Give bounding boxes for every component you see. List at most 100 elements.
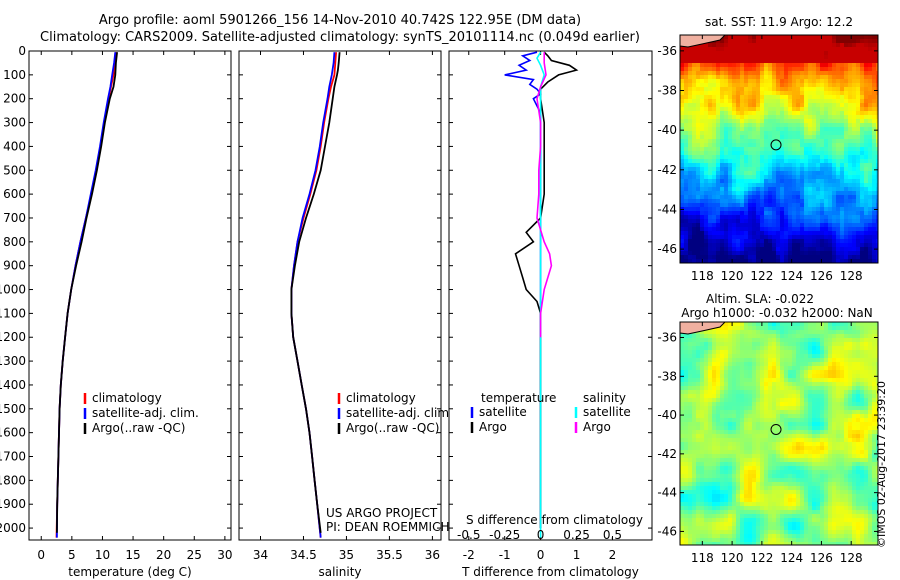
- sst-map-pixel: [768, 151, 772, 155]
- sla-map-pixel: [680, 442, 684, 446]
- sst-map-pixel: [864, 147, 868, 151]
- sst-map-pixel: [800, 139, 804, 143]
- sst-map-pixel: [824, 247, 828, 251]
- sst-map-pixel: [712, 59, 716, 63]
- sst-map-pixel: [816, 143, 820, 147]
- sla-map-pixel: [720, 346, 724, 350]
- sst-map-pixel: [708, 87, 712, 91]
- sla-map-pixel: [784, 382, 788, 386]
- sla-map-pixel: [720, 422, 724, 426]
- sst-map-pixel: [720, 215, 724, 219]
- sst-map-pixel: [828, 43, 832, 47]
- sla-map-pixel: [840, 466, 844, 470]
- sst-map-pixel: [808, 163, 812, 167]
- sst-map-pixel: [856, 227, 860, 231]
- sla-map-pixel: [820, 458, 824, 462]
- sst-map-pixel: [828, 115, 832, 119]
- sla-map-pixel: [836, 394, 840, 398]
- sla-map-pixel: [864, 334, 868, 338]
- sst-map-pixel: [792, 59, 796, 63]
- sst-map-pixel: [728, 75, 732, 79]
- sst-map-pixel: [780, 243, 784, 247]
- sst-map-pixel: [740, 119, 744, 123]
- sst-map-pixel: [852, 243, 856, 247]
- sst-map-pixel: [836, 39, 840, 43]
- sla-map-pixel: [852, 342, 856, 346]
- sst-map-pixel: [748, 219, 752, 223]
- sla-map-pixel: [792, 426, 796, 430]
- sla-map-pixel: [772, 462, 776, 466]
- sst-map-pixel: [800, 163, 804, 167]
- sst-map-pixel: [848, 259, 852, 263]
- sla-map-pixel: [700, 374, 704, 378]
- sst-map-pixel: [860, 71, 864, 75]
- sst-map-pixel: [840, 211, 844, 215]
- sla-map-pixel: [776, 462, 780, 466]
- sst-map-pixel: [856, 235, 860, 239]
- sst-map-pixel: [792, 111, 796, 115]
- sla-map-pixel: [744, 374, 748, 378]
- sla-map-pixel: [832, 458, 836, 462]
- sst-map-pixel: [816, 91, 820, 95]
- sst-map-pixel: [812, 167, 816, 171]
- sst-map-pixel: [756, 211, 760, 215]
- sst-map-pixel: [876, 239, 878, 243]
- sst-map-pixel: [804, 259, 808, 263]
- sla-map-pixel: [684, 426, 688, 430]
- sst-map-pixel: [700, 187, 704, 191]
- sst-map-pixel: [768, 147, 772, 151]
- sst-map-pixel: [732, 255, 736, 259]
- sst-map-pixel: [820, 235, 824, 239]
- sst-map-pixel: [732, 115, 736, 119]
- sst-map-pixel: [824, 135, 828, 139]
- sst-map-pixel: [852, 259, 856, 263]
- sst-map-pixel: [836, 75, 840, 79]
- sla-map-pixel: [700, 366, 704, 370]
- sla-map-pixel: [772, 378, 776, 382]
- sla-map-pixel: [752, 406, 756, 410]
- sst-map-pixel: [776, 79, 780, 83]
- sla-map-pixel: [688, 350, 692, 354]
- sla-map-pixel: [724, 370, 728, 374]
- sla-map-pixel: [760, 462, 764, 466]
- sla-map-pixel: [748, 382, 752, 386]
- sst-map-pixel: [856, 247, 860, 251]
- sst-map-pixel: [788, 79, 792, 83]
- salinity-xlabel: salinity: [318, 565, 361, 579]
- sst-map-pixel: [700, 91, 704, 95]
- sla-map-pixel: [740, 386, 744, 390]
- sla-map-pixel: [760, 442, 764, 446]
- sla-map-pixel: [708, 354, 712, 358]
- sst-map-pixel: [852, 179, 856, 183]
- sst-map-pixel: [844, 235, 848, 239]
- sst-map-pixel: [800, 95, 804, 99]
- sst-map-pixel: [816, 171, 820, 175]
- sst-map-pixel: [792, 95, 796, 99]
- sla-map-pixel: [760, 426, 764, 430]
- sst-map-pixel: [772, 111, 776, 115]
- sst-map-pixel: [820, 55, 824, 59]
- sst-map-pixel: [724, 203, 728, 207]
- sst-map-pixel: [728, 155, 732, 159]
- sst-map-pixel: [756, 235, 760, 239]
- sla-map-pixel: [736, 398, 740, 402]
- sla-map-pixel: [820, 402, 824, 406]
- sla-map-pixel: [720, 454, 724, 458]
- sst-map-pixel: [780, 67, 784, 71]
- sst-map-pixel: [680, 47, 684, 51]
- sst-map-pixel: [808, 191, 812, 195]
- sst-map-pixel: [864, 151, 868, 155]
- sst-map-pixel: [680, 235, 684, 239]
- sst-map-pixel: [784, 223, 788, 227]
- sla-map-pixel: [760, 394, 764, 398]
- sst-map-pixel: [840, 91, 844, 95]
- sst-map-pixel: [860, 107, 864, 111]
- sst-map-pixel: [712, 207, 716, 211]
- sst-map-pixel: [820, 143, 824, 147]
- sla-map-pixel: [780, 438, 784, 442]
- sst-map-pixel: [740, 63, 744, 67]
- sst-map-pixel: [760, 183, 764, 187]
- sla-map-pixel: [744, 370, 748, 374]
- sst-map-pixel: [840, 167, 844, 171]
- sla-map-pixel: [840, 354, 844, 358]
